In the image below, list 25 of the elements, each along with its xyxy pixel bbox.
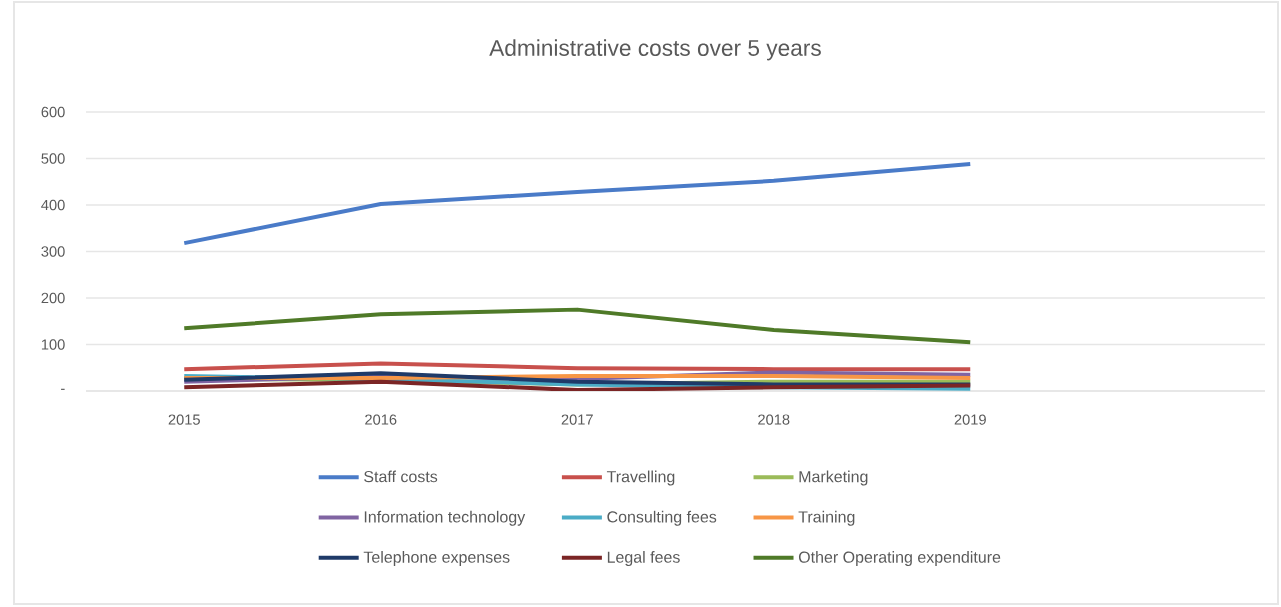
- y-tick-label: 100: [41, 339, 65, 350]
- y-tick-label: 400: [41, 199, 65, 211]
- y-tick-label: 300: [41, 246, 65, 257]
- legend-label: Other Operating expenditure: [798, 551, 1001, 566]
- x-tick-label: 2015: [168, 414, 200, 425]
- y-tick-label: 200: [41, 292, 65, 304]
- x-tick-label: 2017: [561, 414, 593, 425]
- legend-label: Legal fees: [607, 551, 680, 566]
- legend-label: Telephone expenses: [363, 551, 510, 566]
- x-tick-label: 2016: [365, 414, 397, 425]
- legend-label: Training: [798, 510, 855, 526]
- x-tick-label: 2019: [954, 414, 986, 425]
- legend-label: Marketing: [799, 470, 868, 486]
- legend-label: Staff costs: [364, 470, 438, 483]
- y-tick-label: -: [61, 388, 65, 390]
- line-series: [182, 379, 973, 391]
- y-tick-label: 600: [41, 106, 65, 118]
- legend-label: Travelling: [606, 470, 675, 486]
- legend-label: Information technology: [364, 510, 526, 526]
- chart-title: Administrative costs over 5 years: [489, 39, 821, 61]
- legend-label: Consulting fees: [607, 510, 717, 526]
- line-series: [182, 307, 973, 345]
- x-tick-label: 2018: [758, 414, 790, 425]
- y-tick-label: 500: [41, 153, 65, 164]
- line-series: [182, 162, 973, 246]
